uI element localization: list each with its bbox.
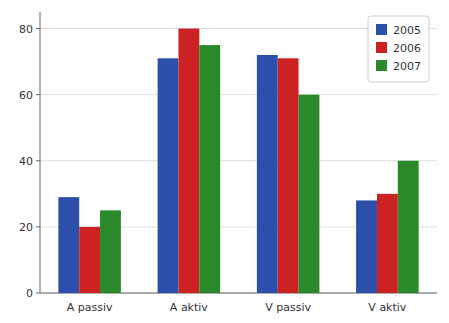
bar bbox=[79, 227, 100, 293]
legend-swatch bbox=[376, 24, 387, 35]
bar bbox=[377, 194, 398, 293]
y-tick-label: 80 bbox=[19, 23, 33, 36]
y-tick bbox=[36, 28, 40, 29]
legend-box bbox=[368, 16, 429, 82]
grid-line bbox=[40, 94, 437, 95]
y-tick-label: 0 bbox=[26, 287, 33, 300]
bar bbox=[278, 58, 299, 293]
y-tick bbox=[36, 160, 40, 161]
bars bbox=[58, 29, 418, 293]
bar bbox=[299, 95, 320, 293]
y-tick-label: 40 bbox=[19, 155, 33, 168]
bar bbox=[199, 45, 220, 293]
legend: 2005 2006 2007 bbox=[368, 16, 429, 82]
bar bbox=[257, 55, 278, 293]
bar bbox=[58, 197, 79, 293]
x-axis: A passiv A aktiv V passiv V aktiv bbox=[67, 301, 407, 314]
chart-container: 0 20 40 60 80 A passiv A aktiv V passiv V aktiv 2… bbox=[0, 0, 449, 323]
bar bbox=[100, 210, 121, 293]
y-tick-label: 20 bbox=[19, 221, 33, 234]
bar bbox=[356, 200, 377, 293]
legend-label: 2007 bbox=[393, 60, 421, 73]
legend-swatch bbox=[376, 42, 387, 53]
bar bbox=[158, 58, 179, 293]
y-tick-label: 60 bbox=[19, 89, 33, 102]
y-tick bbox=[36, 94, 40, 95]
y-tick bbox=[36, 293, 40, 294]
y-axis: 0 20 40 60 80 bbox=[19, 12, 437, 300]
chart: 0 20 40 60 80 A passiv A aktiv V passiv V aktiv 2… bbox=[0, 0, 449, 323]
y-axis-line bbox=[40, 12, 41, 293]
legend-label: 2006 bbox=[393, 42, 421, 55]
bar bbox=[178, 29, 199, 293]
x-tick-label: V passiv bbox=[265, 301, 311, 314]
x-tick-label: A aktiv bbox=[170, 301, 209, 314]
x-tick-label: A passiv bbox=[67, 301, 113, 314]
grid-line bbox=[40, 160, 437, 161]
y-tick bbox=[36, 226, 40, 227]
legend-swatch bbox=[376, 60, 387, 71]
legend-label: 2005 bbox=[393, 24, 421, 37]
x-tick-label: V aktiv bbox=[368, 301, 407, 314]
bar bbox=[398, 161, 419, 293]
